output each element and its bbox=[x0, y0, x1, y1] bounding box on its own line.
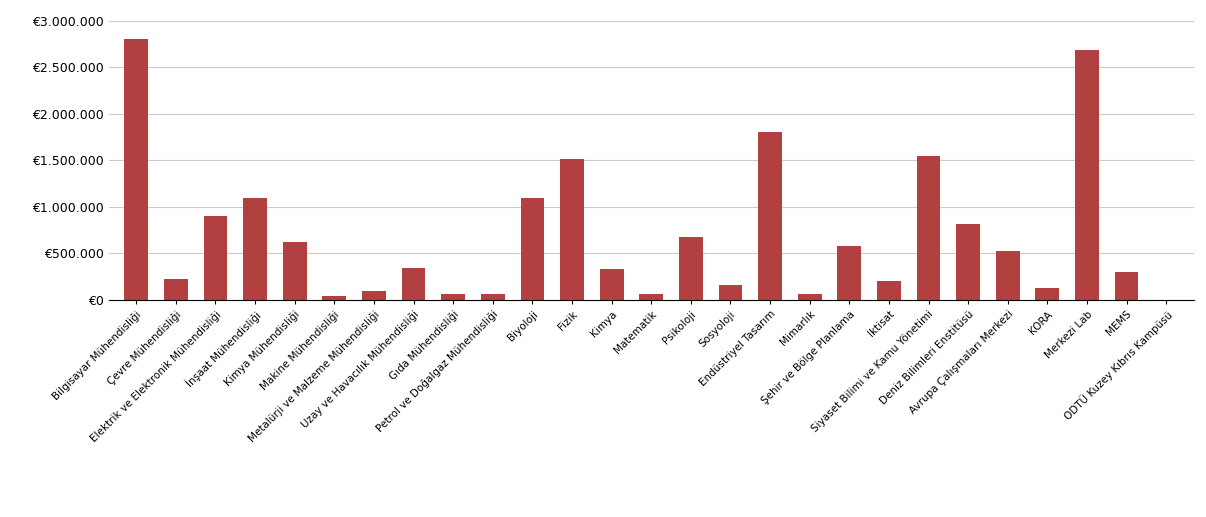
Bar bbox=[204, 216, 228, 300]
Bar bbox=[639, 294, 663, 300]
Bar bbox=[679, 237, 703, 300]
Bar bbox=[124, 39, 148, 300]
Bar bbox=[481, 294, 504, 300]
Bar bbox=[244, 199, 267, 300]
Bar bbox=[837, 246, 861, 300]
Bar bbox=[996, 251, 1019, 300]
Bar bbox=[1075, 51, 1099, 300]
Bar bbox=[719, 285, 743, 300]
Bar bbox=[759, 132, 781, 300]
Bar bbox=[917, 156, 941, 300]
Bar bbox=[441, 294, 466, 300]
Bar bbox=[599, 269, 624, 300]
Bar bbox=[402, 268, 426, 300]
Bar bbox=[798, 294, 821, 300]
Bar bbox=[164, 279, 188, 300]
Bar bbox=[322, 296, 346, 300]
Bar bbox=[521, 199, 544, 300]
Bar bbox=[560, 159, 584, 300]
Bar bbox=[362, 291, 386, 300]
Bar bbox=[1036, 288, 1059, 300]
Bar bbox=[1114, 272, 1138, 300]
Bar bbox=[956, 224, 980, 300]
Bar bbox=[283, 242, 306, 300]
Bar bbox=[877, 281, 901, 300]
